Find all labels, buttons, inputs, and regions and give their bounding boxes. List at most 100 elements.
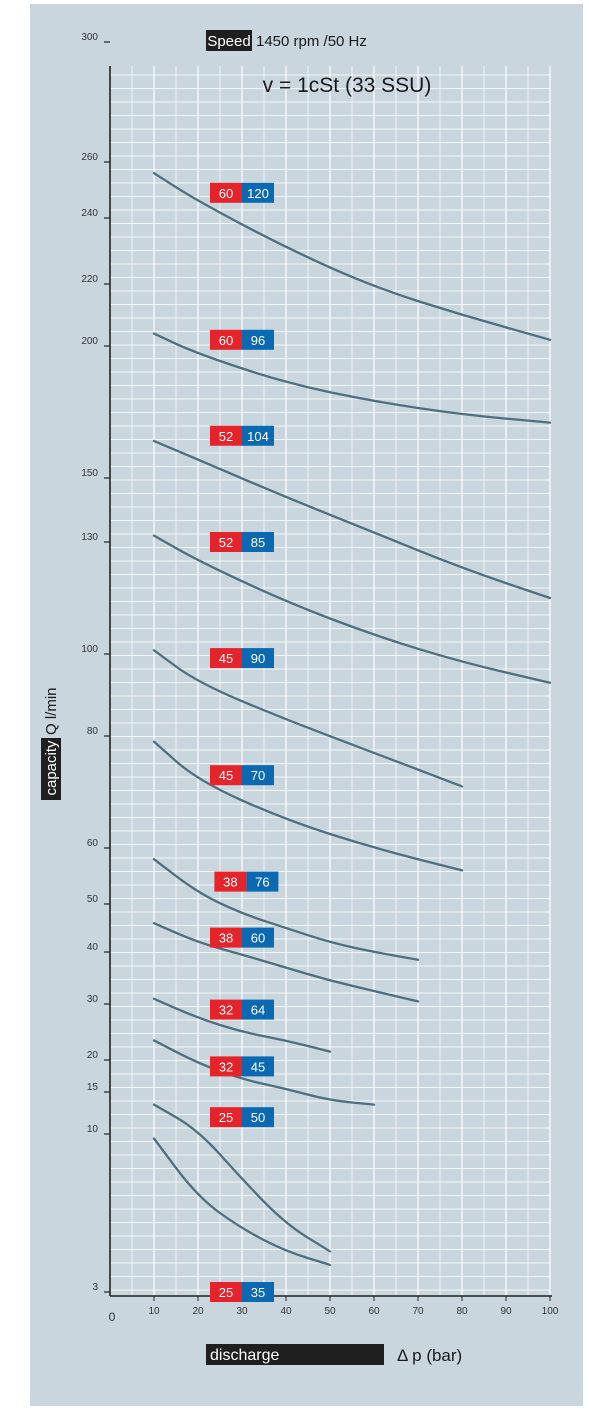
y-tick-label: 130 (81, 532, 98, 543)
curve-label-right-value: 60 (251, 931, 265, 946)
curve-label-right-value: 85 (251, 535, 265, 550)
curve-label-left-value: 38 (223, 875, 237, 890)
series-curve-5 (152, 649, 464, 788)
y-tick-label: 15 (87, 1082, 99, 1093)
curve-label-left-value: 38 (219, 931, 233, 946)
curve-label-red-badge (210, 999, 242, 1020)
curve-label-blue-badge (242, 1282, 274, 1302)
curve-label-2: 60 96 (210, 329, 274, 350)
curve-label-red-badge (210, 425, 242, 446)
curve-label-right-value: 76 (255, 875, 269, 890)
x-tick-label: 80 (456, 1306, 468, 1317)
curve-label-4: 52 85 (210, 532, 274, 552)
pump-performance-chart: 0 10 20 30 40 50 60 70 80 90 100 3 10 15 20 30 40 50 60 80 1… (30, 4, 583, 1406)
curve-label-red-badge (210, 765, 242, 786)
y-tick-label: 3 (92, 1282, 98, 1293)
curve-label-blue-badge (242, 1107, 274, 1128)
series-curve-2 (152, 332, 552, 424)
curve-label-blue-badge (242, 1056, 274, 1077)
curve-label-8: 38 60 (210, 927, 274, 948)
curve-label-red-badge (210, 1107, 242, 1128)
series-curve-10 (152, 1039, 376, 1106)
series-curve-8 (152, 922, 420, 1003)
curve-label-blue-badge (242, 182, 274, 203)
curve-label-right-value: 90 (251, 651, 265, 666)
x-tick-label: 20 (192, 1306, 204, 1317)
viscosity-label: v = 1cSt (33 SSU) (263, 74, 432, 97)
y-tick-label: 10 (87, 1124, 99, 1135)
curve-label-red-badge (214, 871, 247, 892)
x-tick-label: 40 (280, 1306, 292, 1317)
x-axis-title-badge (206, 1344, 384, 1365)
curve-label-red-badge (210, 329, 242, 350)
speed-value: 1450 rpm /50 Hz (256, 33, 367, 50)
y-axis-title: capacity Q l/min (41, 687, 61, 800)
curve-label-red-badge (210, 1056, 242, 1077)
curve-label-blue-badge (242, 999, 274, 1020)
curve-label-right-value: 104 (247, 429, 269, 444)
curve-label-right-value: 70 (251, 768, 265, 783)
x-tick-label: 90 (500, 1306, 512, 1317)
curve-label-left-value: 45 (219, 768, 233, 783)
curve-label-1: 60 120 (210, 182, 274, 203)
y-tick-label: 30 (87, 994, 99, 1005)
curve-label-right-value: 120 (247, 186, 269, 201)
curve-label-red-badge (210, 182, 242, 203)
curve-label-right-value: 45 (251, 1059, 265, 1074)
curve-label-blue-badge (242, 765, 274, 786)
curve-label-9: 32 64 (210, 999, 274, 1020)
curve-label-left-value: 25 (219, 1110, 233, 1125)
y-axis-title-unit: Q l/min (43, 687, 60, 735)
y-axis-title-badge (41, 738, 61, 800)
y-tick-label: 20 (87, 1050, 99, 1061)
y-tick-label: 220 (81, 274, 98, 285)
speed-badge (206, 30, 252, 51)
curve-label-7: 38 76 (214, 871, 279, 892)
x-tick-label: 70 (412, 1306, 424, 1317)
curve-label-12: 25 35 (210, 1282, 274, 1302)
curve-label-left-value: 32 (219, 1059, 233, 1074)
curve-label-red-badge (210, 1282, 242, 1302)
speed-label: Speed (207, 33, 250, 50)
curve-label-left-value: 52 (219, 429, 233, 444)
curve-label-blue-badge (242, 648, 274, 669)
series-curve-6 (152, 740, 464, 872)
y-axis-title-text: capacity (43, 740, 60, 796)
y-tick-label: 260 (81, 152, 98, 163)
curve-label-11: 25 50 (210, 1107, 274, 1128)
y-tick-label: 50 (87, 894, 99, 905)
series-curve-9 (152, 997, 332, 1053)
curve-label-right-value: 64 (251, 1003, 265, 1018)
y-tick-label: 80 (87, 726, 99, 737)
y-tick-label: 40 (87, 942, 99, 953)
curve-label-6: 45 70 (210, 765, 274, 786)
x-axis-title: discharge (210, 1347, 279, 1364)
x-tick-label: 60 (368, 1306, 380, 1317)
curve-label-right-value: 35 (251, 1285, 265, 1300)
x-tick-label: 0 (109, 1310, 116, 1324)
curve-label-red-badge (210, 532, 242, 552)
curve-label-left-value: 45 (219, 651, 233, 666)
curve-label-blue-badge (242, 329, 274, 350)
series-curve-4 (152, 534, 552, 684)
curve-label-10: 32 45 (210, 1056, 274, 1077)
curve-label-blue-badge (246, 871, 279, 892)
series-curve-11 (152, 1103, 332, 1253)
series-curve-1 (152, 172, 552, 341)
curve-label-red-badge (210, 927, 242, 948)
x-tick-label: 30 (236, 1306, 248, 1317)
y-tick-label: 200 (81, 336, 98, 347)
curve-label-3: 52 104 (210, 425, 274, 446)
x-tick-label: 50 (324, 1306, 336, 1317)
y-tick-label: 300 (81, 32, 98, 43)
y-tick-label: 150 (81, 468, 98, 479)
series-curve-12 (152, 1137, 332, 1267)
y-tick-label: 100 (81, 644, 98, 655)
series-curve-7 (152, 858, 420, 961)
curve-label-blue-badge (242, 927, 274, 948)
curve-label-left-value: 60 (219, 186, 233, 201)
curve-label-5: 45 90 (210, 648, 274, 669)
y-tick-label: 240 (81, 208, 98, 219)
x-tick-label: 100 (542, 1306, 559, 1317)
curve-label-right-value: 50 (251, 1110, 265, 1125)
